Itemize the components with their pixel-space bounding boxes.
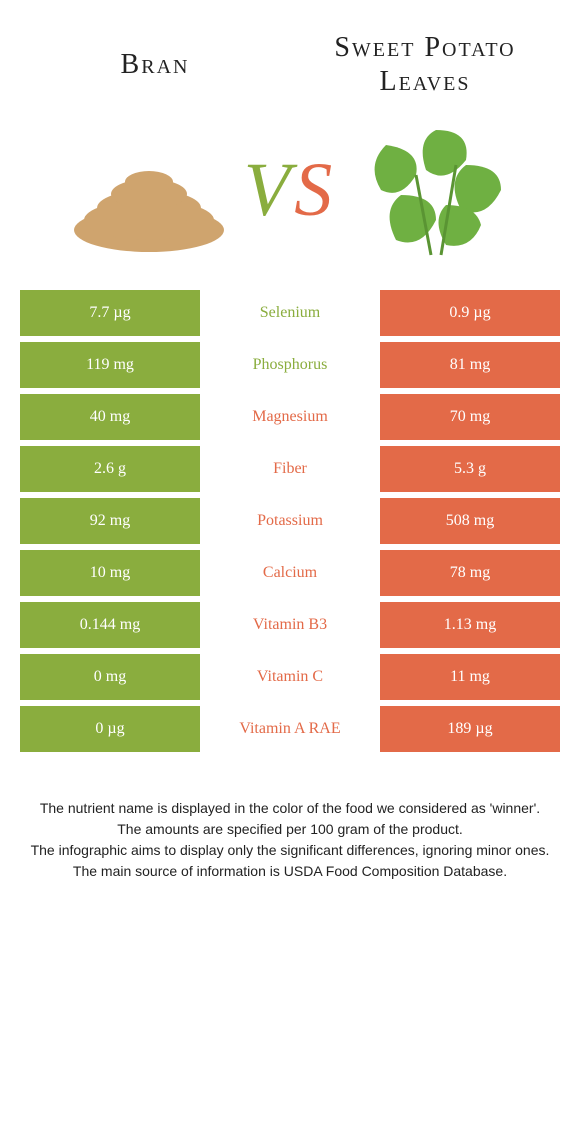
- nutrient-label: Vitamin C: [200, 654, 380, 700]
- left-value: 0 mg: [20, 654, 200, 700]
- footer-line-2: The amounts are specified per 100 gram o…: [30, 819, 550, 840]
- nutrient-label: Vitamin A RAE: [200, 706, 380, 752]
- left-value: 7.7 µg: [20, 290, 200, 336]
- footer-line-1: The nutrient name is displayed in the co…: [30, 798, 550, 819]
- left-food-column: Bran: [20, 20, 290, 110]
- left-value: 40 mg: [20, 394, 200, 440]
- vs-label: VS: [244, 147, 336, 234]
- table-row: 119 mgPhosphorus81 mg: [20, 342, 560, 388]
- right-value: 81 mg: [380, 342, 560, 388]
- right-value: 508 mg: [380, 498, 560, 544]
- right-value: 0.9 µg: [380, 290, 560, 336]
- table-row: 0.144 mgVitamin B31.13 mg: [20, 602, 560, 648]
- nutrient-label: Phosphorus: [200, 342, 380, 388]
- table-row: 92 mgPotassium508 mg: [20, 498, 560, 544]
- left-value: 2.6 g: [20, 446, 200, 492]
- right-food-column: Sweet Potato Leaves: [290, 20, 560, 110]
- footer-line-4: The main source of information is USDA F…: [30, 861, 550, 882]
- left-value: 0.144 mg: [20, 602, 200, 648]
- left-value: 0 µg: [20, 706, 200, 752]
- nutrient-label: Fiber: [200, 446, 380, 492]
- table-row: 0 mgVitamin C11 mg: [20, 654, 560, 700]
- table-row: 10 mgCalcium78 mg: [20, 550, 560, 596]
- images-row: VS: [0, 110, 580, 290]
- nutrient-label: Magnesium: [200, 394, 380, 440]
- right-value: 1.13 mg: [380, 602, 560, 648]
- right-food-image: [346, 110, 516, 270]
- left-food-image: [64, 110, 234, 270]
- table-row: 7.7 µgSelenium0.9 µg: [20, 290, 560, 336]
- footer-line-3: The infographic aims to display only the…: [30, 840, 550, 861]
- leaves-icon: [346, 115, 516, 265]
- table-row: 0 µgVitamin A RAE189 µg: [20, 706, 560, 752]
- right-food-title: Sweet Potato Leaves: [290, 20, 560, 110]
- nutrient-label: Calcium: [200, 550, 380, 596]
- footer-notes: The nutrient name is displayed in the co…: [0, 758, 580, 902]
- vs-v: V: [244, 148, 294, 232]
- right-value: 70 mg: [380, 394, 560, 440]
- left-value: 119 mg: [20, 342, 200, 388]
- table-row: 2.6 gFiber5.3 g: [20, 446, 560, 492]
- nutrient-label: Vitamin B3: [200, 602, 380, 648]
- right-value: 11 mg: [380, 654, 560, 700]
- left-value: 92 mg: [20, 498, 200, 544]
- right-value: 5.3 g: [380, 446, 560, 492]
- left-food-title: Bran: [121, 20, 190, 110]
- right-value: 78 mg: [380, 550, 560, 596]
- left-value: 10 mg: [20, 550, 200, 596]
- header: Bran Sweet Potato Leaves: [0, 0, 580, 110]
- nutrient-label: Potassium: [200, 498, 380, 544]
- vs-s: S: [294, 148, 336, 232]
- table-row: 40 mgMagnesium70 mg: [20, 394, 560, 440]
- nutrient-label: Selenium: [200, 290, 380, 336]
- bran-icon: [64, 120, 234, 260]
- right-value: 189 µg: [380, 706, 560, 752]
- comparison-table: 7.7 µgSelenium0.9 µg 119 mgPhosphorus81 m…: [0, 290, 580, 752]
